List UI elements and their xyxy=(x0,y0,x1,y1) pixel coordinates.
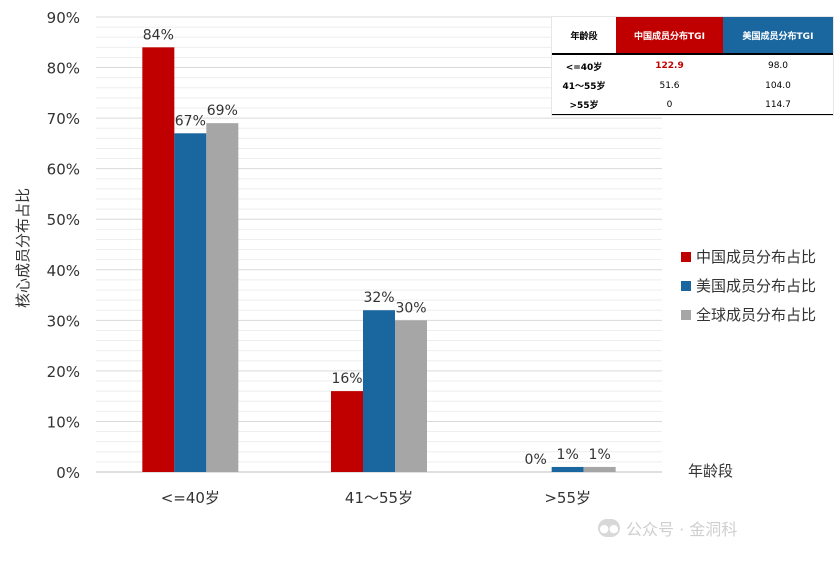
bar xyxy=(331,391,363,472)
data-label: 67% xyxy=(175,113,206,129)
bar xyxy=(174,133,207,472)
legend-swatch xyxy=(681,309,691,320)
data-label: 32% xyxy=(363,290,394,306)
watermark-text: 公众号 · 金洞科 xyxy=(626,520,738,539)
legend-label: 中国成员分布占比 xyxy=(696,248,817,266)
bar xyxy=(583,466,616,472)
bar xyxy=(363,310,395,472)
y-tick-label: 30% xyxy=(47,312,80,330)
tgi-china-value: 0 xyxy=(666,99,673,110)
tgi-header-china: 中国成员分布TGI xyxy=(616,17,723,53)
data-label: 84% xyxy=(143,27,174,43)
x-tick-label: 41～55岁 xyxy=(345,489,413,507)
bar xyxy=(206,123,239,473)
bar xyxy=(395,320,427,472)
tgi-header-us: 美国成员分布TGI xyxy=(723,17,833,53)
bar xyxy=(551,466,584,472)
tgi-us-value: 98.0 xyxy=(767,61,789,71)
y-tick-label: 20% xyxy=(47,363,80,381)
data-label: 30% xyxy=(395,300,426,316)
tgi-table: 年龄段 中国成员分布TGI 美国成员分布TGI <=40岁 122.9 98.0… xyxy=(552,17,833,115)
y-tick-label: 10% xyxy=(47,413,80,431)
tgi-china-value: 51.6 xyxy=(659,80,680,91)
tgi-row-label: <=40岁 xyxy=(565,62,603,73)
tgi-row-label: 41～55岁 xyxy=(562,82,606,92)
y-tick-label: 50% xyxy=(47,211,80,229)
data-label: 16% xyxy=(331,371,362,387)
y-tick-label: 80% xyxy=(47,60,80,78)
legend-swatch xyxy=(681,280,691,291)
legend-swatch xyxy=(681,251,691,262)
tgi-row: <=40岁 122.9 98.0 xyxy=(552,56,833,76)
data-label: 0% xyxy=(525,452,547,468)
tgi-row: 41～55岁 51.6 104.0 xyxy=(552,76,833,95)
x-axis-title: 年龄段 xyxy=(688,462,734,480)
tgi-china-value: 122.9 xyxy=(655,61,684,71)
bar xyxy=(142,47,175,472)
tgi-header-row: 年龄段 中国成员分布TGI 美国成员分布TGI xyxy=(552,17,833,55)
tgi-us-value: 104.0 xyxy=(765,80,791,91)
tgi-us-value: 114.7 xyxy=(765,99,791,110)
x-tick-label: >55岁 xyxy=(544,489,591,507)
tgi-header-age: 年龄段 xyxy=(570,31,598,42)
y-tick-label: 90% xyxy=(47,9,80,27)
tgi-row-label: >55岁 xyxy=(569,101,599,111)
legend-item-global: 全球成员分布占比 xyxy=(681,300,816,329)
tgi-row: >55岁 0 114.7 xyxy=(552,95,833,115)
legend-label: 美国成员分布占比 xyxy=(696,277,817,295)
y-tick-label: 0% xyxy=(56,464,80,482)
legend-item-us: 美国成员分布占比 xyxy=(681,271,816,300)
y-tick-label: 40% xyxy=(47,262,80,280)
y-axis-title: 核心成员分布占比 xyxy=(14,188,32,308)
y-tick-label: 70% xyxy=(47,110,80,128)
data-label: 1% xyxy=(557,447,579,463)
wechat-icon: ●● xyxy=(598,519,620,537)
data-label: 69% xyxy=(207,103,238,119)
legend-item-china: 中国成员分布占比 xyxy=(681,242,816,271)
chart-legend: 中国成员分布占比 美国成员分布占比 全球成员分布占比 xyxy=(681,242,816,329)
x-tick-label: <=40岁 xyxy=(161,489,220,507)
watermark: ●● 公众号 · 金洞科 xyxy=(598,516,737,540)
bars xyxy=(142,47,616,473)
data-labels: 84% 67%69% 16% 32%30% 0% 1% 1% xyxy=(143,27,611,468)
y-tick-label: 60% xyxy=(47,161,80,179)
legend-label: 全球成员分布占比 xyxy=(696,306,817,324)
x-axis-ticks: <=40岁 41～55岁 >55岁 xyxy=(161,489,591,507)
data-label: 1% xyxy=(589,447,611,463)
